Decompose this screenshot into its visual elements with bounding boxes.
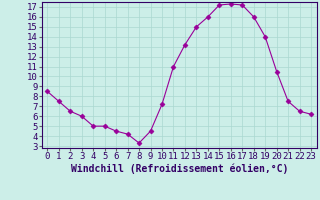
X-axis label: Windchill (Refroidissement éolien,°C): Windchill (Refroidissement éolien,°C) bbox=[70, 164, 288, 174]
